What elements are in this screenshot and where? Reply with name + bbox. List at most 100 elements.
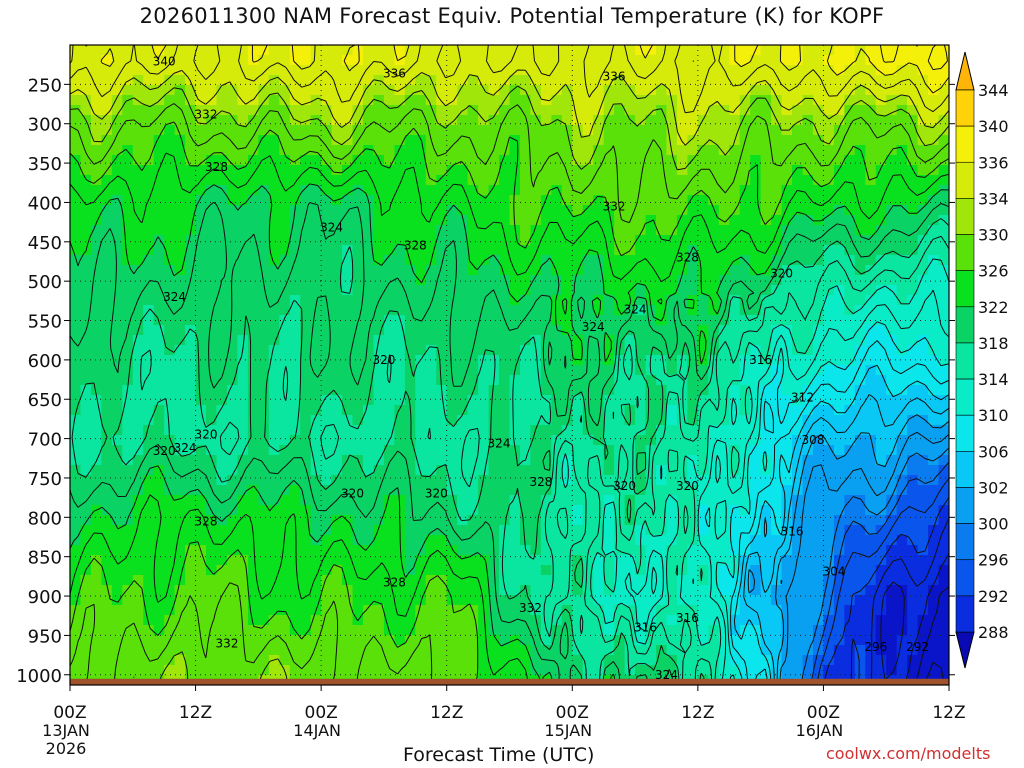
- heat-cell: [279, 585, 291, 596]
- heat-cell: [310, 315, 322, 326]
- heat-cell: [132, 145, 144, 156]
- heat-cell: [708, 55, 720, 66]
- heat-cell: [342, 405, 354, 416]
- heat-cell: [237, 235, 249, 246]
- heat-cell: [279, 505, 291, 516]
- heat-cell: [812, 475, 825, 486]
- heat-cell: [226, 525, 239, 536]
- heat-cell: [823, 435, 835, 446]
- heat-cell: [300, 455, 312, 466]
- heat-cell: [342, 335, 354, 346]
- heat-cell: [896, 335, 908, 346]
- heat-cell: [572, 395, 584, 406]
- heat-cell: [122, 395, 134, 406]
- heat-cell: [436, 395, 448, 406]
- heat-cell: [551, 535, 563, 546]
- heat-cell: [519, 175, 532, 186]
- heat-cell: [561, 365, 573, 376]
- heat-cell: [561, 275, 573, 286]
- heat-cell: [425, 215, 437, 226]
- heat-cell: [321, 325, 333, 336]
- heat-cell: [122, 85, 134, 96]
- heat-cell: [593, 355, 605, 366]
- heat-cell: [132, 265, 144, 276]
- heat-cell: [394, 255, 406, 266]
- heat-cell: [404, 515, 416, 526]
- heat-cell: [802, 265, 814, 276]
- heat-cell: [886, 365, 898, 376]
- heat-cell: [792, 565, 804, 576]
- heat-cell: [812, 525, 825, 536]
- heat-cell: [812, 385, 825, 396]
- heat-cell: [436, 335, 448, 346]
- heat-cell: [509, 115, 521, 126]
- heat-cell: [938, 565, 949, 576]
- heat-cell: [792, 275, 804, 286]
- heat-cell: [781, 115, 793, 126]
- heat-cell: [540, 485, 552, 496]
- heat-cell: [467, 105, 479, 116]
- heat-cell: [907, 295, 919, 306]
- heat-cell: [237, 335, 249, 346]
- heat-cell: [572, 205, 584, 216]
- heat-cell: [404, 585, 416, 596]
- heat-cell: [247, 575, 259, 586]
- heat-cell: [247, 195, 259, 206]
- heat-cell: [436, 525, 448, 536]
- heat-cell: [907, 375, 919, 386]
- heat-cell: [206, 565, 218, 576]
- heat-cell: [593, 555, 605, 566]
- heat-cell: [143, 335, 155, 346]
- heat-cell: [373, 595, 385, 606]
- heat-cell: [363, 145, 375, 156]
- heat-cell: [729, 155, 741, 166]
- heat-cell: [687, 205, 699, 216]
- heat-cell: [70, 445, 82, 456]
- heat-cell: [143, 85, 155, 96]
- heat-cell: [729, 285, 741, 296]
- heat-cell: [781, 245, 793, 256]
- heat-cell: [195, 55, 207, 66]
- heat-cell: [111, 405, 123, 416]
- heat-cell: [540, 105, 552, 116]
- heat-cell: [865, 135, 877, 146]
- heat-cell: [687, 365, 699, 376]
- heat-cell: [582, 215, 594, 226]
- heat-cell: [802, 105, 814, 116]
- heat-cell: [342, 515, 354, 526]
- heat-cell: [352, 635, 364, 646]
- heat-cell: [519, 95, 532, 106]
- heat-cell: [614, 195, 626, 206]
- heat-cell: [530, 275, 542, 286]
- heat-cell: [226, 325, 239, 336]
- heat-cell: [907, 485, 919, 496]
- heat-cell: [666, 335, 678, 346]
- heat-cell: [865, 105, 877, 116]
- heat-cell: [812, 415, 825, 426]
- heat-cell: [603, 545, 615, 556]
- heat-cell: [488, 225, 500, 236]
- heat-cell: [907, 165, 919, 176]
- heat-cell: [206, 595, 218, 606]
- heat-cell: [645, 295, 657, 306]
- heat-cell: [153, 515, 165, 526]
- heat-cell: [624, 155, 636, 166]
- heat-cell: [415, 475, 427, 486]
- heat-cell: [917, 605, 929, 616]
- heat-cell: [823, 305, 835, 316]
- heat-cell: [875, 165, 887, 176]
- heat-cell: [760, 195, 772, 206]
- heat-cell: [383, 605, 395, 616]
- heat-cell: [247, 605, 259, 616]
- heat-cell: [938, 385, 949, 396]
- heat-cell: [781, 135, 793, 146]
- heat-cell: [697, 605, 709, 616]
- heat-cell: [771, 415, 783, 426]
- heat-cell: [833, 435, 845, 446]
- heat-cell: [875, 355, 887, 366]
- heat-cell: [185, 185, 197, 196]
- heat-cell: [540, 595, 552, 606]
- heat-cell: [509, 125, 521, 136]
- heat-cell: [394, 555, 406, 566]
- heat-cell: [331, 115, 343, 126]
